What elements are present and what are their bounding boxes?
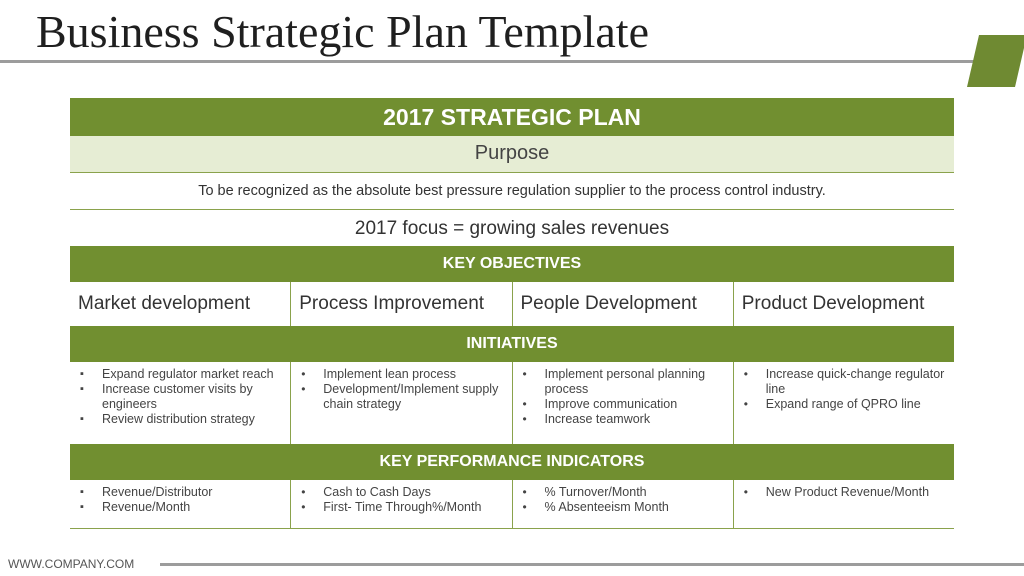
initiatives-cell-process: Implement lean process Development/Imple… — [291, 362, 513, 444]
initiatives-header: INITIATIVES — [70, 326, 954, 362]
focus-statement: 2017 focus = growing sales revenues — [354, 218, 670, 239]
footer-divider — [160, 563, 1024, 566]
initiatives-list: Increase quick-change regulator line Exp… — [734, 362, 954, 412]
list-item: Increase teamwork — [523, 412, 727, 427]
list-item: First- Time Through%/Month — [301, 500, 505, 515]
list-item: Cash to Cash Days — [301, 485, 505, 500]
kpi-cell-market: Revenue/Distributor Revenue/Month — [70, 480, 292, 528]
objective-people-development: People Development — [513, 282, 734, 326]
objectives-row: Market development Process Improvement P… — [70, 282, 954, 326]
plan-header: 2017 STRATEGIC PLAN — [70, 98, 954, 136]
kpi-list: Cash to Cash Days First- Time Through%/M… — [291, 480, 511, 515]
list-item: Increase quick-change regulator line — [744, 367, 948, 397]
initiatives-list: Expand regulator market reach Increase c… — [70, 362, 290, 427]
kpi-header: KEY PERFORMANCE INDICATORS — [70, 444, 954, 480]
footer-website: WWW.COMPANY.COM — [8, 557, 135, 571]
initiatives-cell-people: Implement personal planning process Impr… — [513, 362, 734, 444]
kpi-cell-product: New Product Revenue/Month — [734, 480, 954, 528]
list-item: Revenue/Month — [80, 500, 284, 515]
list-item: % Absenteeism Month — [523, 500, 727, 515]
kpi-list: New Product Revenue/Month — [734, 480, 954, 500]
mission-statement: To be recognized as the absolute best pr… — [70, 173, 954, 210]
initiatives-cell-product: Increase quick-change regulator line Exp… — [734, 362, 954, 444]
kpi-list: Revenue/Distributor Revenue/Month — [70, 480, 290, 515]
list-item: Implement personal planning process — [523, 367, 727, 397]
initiatives-list: Implement lean process Development/Imple… — [291, 362, 511, 412]
slide-title: Business Strategic Plan Template — [36, 6, 650, 57]
title-divider — [0, 60, 975, 63]
kpi-list: % Turnover/Month % Absenteeism Month — [513, 480, 733, 515]
initiatives-row: Expand regulator market reach Increase c… — [70, 362, 954, 444]
list-item: New Product Revenue/Month — [744, 485, 948, 500]
kpi-row: Revenue/Distributor Revenue/Month Cash t… — [70, 480, 954, 529]
objective-product-development: Product Development — [741, 293, 925, 314]
list-item: Development/Implement supply chain strat… — [301, 382, 505, 412]
list-item: Improve communication — [523, 397, 727, 412]
objectives-header: KEY OBJECTIVES — [70, 246, 954, 282]
list-item: Implement lean process — [301, 367, 505, 382]
kpi-cell-process: Cash to Cash Days First- Time Through%/M… — [291, 480, 513, 528]
accent-shape — [967, 35, 1024, 87]
kpi-cell-people: % Turnover/Month % Absenteeism Month — [513, 480, 734, 528]
list-item: Revenue/Distributor — [80, 485, 284, 500]
list-item: Increase customer visits by engineers — [80, 382, 284, 412]
strategic-plan-table: 2017 STRATEGIC PLAN Purpose To be recogn… — [70, 98, 954, 529]
initiatives-cell-market: Expand regulator market reach Increase c… — [70, 362, 292, 444]
objective-market-development: Market development — [70, 282, 292, 326]
list-item: Expand regulator market reach — [80, 367, 284, 382]
list-item: Review distribution strategy — [80, 412, 284, 427]
initiatives-list: Implement personal planning process Impr… — [513, 362, 733, 427]
list-item: Expand range of QPRO line — [744, 397, 948, 412]
purpose-label: Purpose — [70, 136, 954, 173]
objective-process-improvement: Process Improvement — [291, 282, 513, 326]
list-item: % Turnover/Month — [523, 485, 727, 500]
